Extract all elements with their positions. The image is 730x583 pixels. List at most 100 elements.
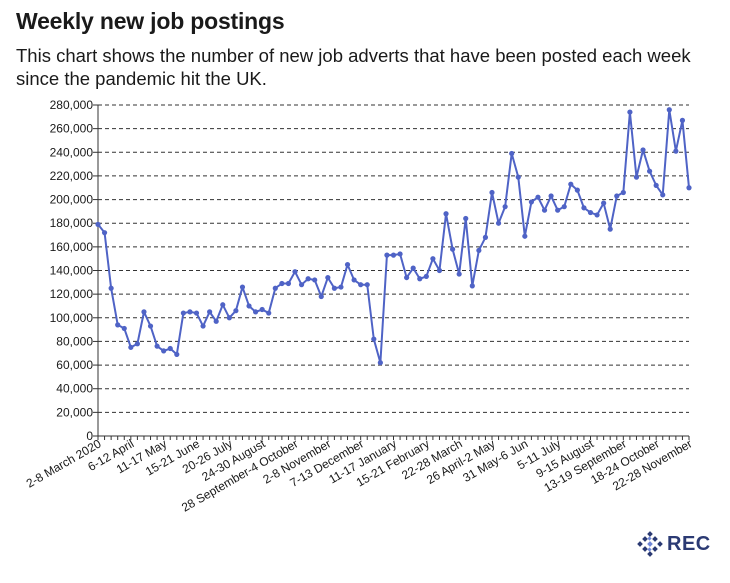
- data-point: [673, 148, 679, 154]
- data-point: [272, 285, 278, 291]
- series: [95, 107, 692, 366]
- data-point: [640, 147, 646, 153]
- y-tick-label: 260,000: [50, 122, 94, 136]
- y-tick-label: 20,000: [56, 405, 93, 419]
- data-point: [193, 310, 200, 316]
- data-point: [443, 211, 449, 217]
- data-point: [377, 360, 383, 366]
- data-point: [509, 150, 515, 157]
- y-tick-label: 60,000: [56, 358, 93, 372]
- data-point: [679, 117, 686, 123]
- series-line: [97, 108, 690, 364]
- data-point: [154, 343, 160, 349]
- data-point: [213, 318, 219, 324]
- data-point: [607, 226, 613, 232]
- data-point: [187, 309, 193, 315]
- data-point: [647, 168, 653, 174]
- data-point: [587, 209, 594, 216]
- data-point: [548, 193, 554, 199]
- y-tick-label: 180,000: [50, 216, 94, 230]
- data-point: [561, 204, 567, 210]
- data-point: [555, 207, 561, 213]
- data-point: [384, 252, 390, 258]
- data-point: [134, 341, 140, 347]
- data-point: [456, 271, 462, 277]
- data-point: [436, 267, 443, 274]
- data-point: [594, 212, 600, 218]
- data-point: [318, 293, 324, 300]
- data-point: [528, 199, 535, 205]
- data-point: [423, 273, 429, 280]
- data-point: [653, 182, 659, 188]
- data-point: [404, 274, 410, 281]
- data-point: [515, 174, 521, 180]
- data-point: [108, 285, 114, 291]
- data-point: [371, 336, 377, 342]
- data-point: [568, 181, 574, 187]
- data-point: [331, 285, 337, 291]
- data-point: [305, 276, 311, 282]
- data-point: [410, 265, 416, 271]
- data-point: [161, 348, 167, 354]
- data-point: [338, 284, 344, 290]
- data-point: [574, 187, 580, 193]
- data-point: [253, 309, 259, 315]
- rec-logo: REC: [637, 531, 711, 557]
- y-tick-label: 80,000: [56, 334, 93, 348]
- data-point: [233, 308, 239, 314]
- data-point: [601, 200, 607, 206]
- data-point: [614, 193, 620, 199]
- data-point: [502, 204, 508, 210]
- rec-logo-text: REC: [667, 532, 711, 555]
- data-point: [180, 310, 186, 316]
- y-tick-label: 40,000: [56, 382, 93, 396]
- data-point: [476, 247, 482, 254]
- data-point: [246, 303, 252, 309]
- data-point: [266, 310, 272, 316]
- data-point: [279, 280, 285, 287]
- y-tick-label: 100,000: [50, 311, 94, 325]
- data-point: [495, 220, 502, 226]
- axes: [93, 104, 690, 440]
- data-point: [666, 107, 672, 113]
- data-point: [121, 325, 127, 332]
- data-point: [581, 205, 587, 211]
- data-point: [351, 277, 357, 283]
- data-point: [390, 252, 397, 258]
- rec-logo-icon: [637, 531, 663, 557]
- y-tick-label: 120,000: [50, 287, 94, 301]
- data-point: [686, 185, 692, 191]
- data-point: [141, 309, 147, 315]
- y-tick-label: 0: [86, 429, 93, 443]
- data-point: [417, 276, 423, 282]
- data-point: [167, 345, 173, 352]
- data-point: [325, 274, 331, 281]
- data-point: [450, 246, 456, 252]
- chart-title: Weekly new job postings: [16, 8, 285, 34]
- data-point: [207, 309, 213, 315]
- data-point: [489, 189, 495, 196]
- y-tick-label: 280,000: [50, 98, 94, 112]
- data-point: [95, 221, 101, 227]
- data-point: [522, 233, 528, 239]
- grid-lines: [98, 104, 689, 413]
- y-tick-label: 200,000: [50, 193, 94, 207]
- y-tick-label: 220,000: [50, 169, 94, 183]
- data-point: [174, 351, 180, 358]
- data-point: [344, 261, 351, 268]
- data-point: [239, 284, 246, 290]
- data-point: [285, 280, 292, 287]
- data-point: [312, 277, 318, 283]
- data-point: [259, 306, 265, 313]
- y-tick-labels: 0 20,000 40,000 60,000 80,000 100,000 120,000 1…: [50, 98, 94, 443]
- chart-subtitle: This chart shows the number of new job a…: [16, 45, 691, 89]
- data-point: [620, 189, 626, 196]
- y-tick-label: 140,000: [50, 264, 94, 278]
- data-point: [220, 302, 226, 308]
- data-point: [226, 315, 232, 321]
- data-point: [147, 323, 154, 329]
- data-point: [660, 192, 666, 198]
- data-point: [292, 269, 298, 275]
- data-point: [101, 230, 108, 236]
